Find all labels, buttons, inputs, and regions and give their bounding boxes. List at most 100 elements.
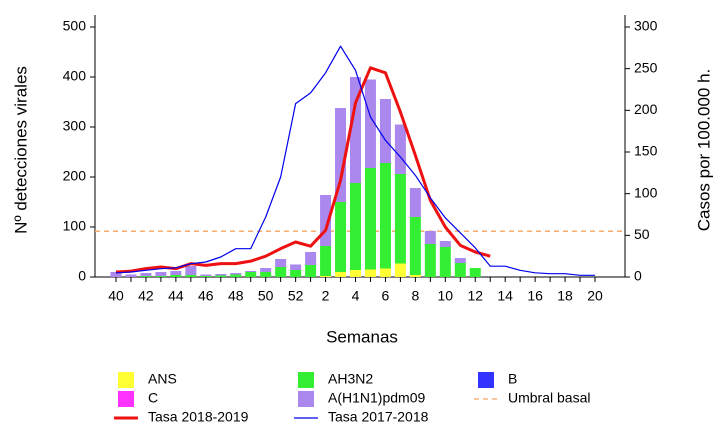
- bar-segment: [185, 275, 197, 277]
- y2-axis-title: Casos por 100.000 h.: [694, 69, 713, 232]
- bar-segment: [140, 273, 152, 276]
- x-tick-label: 46: [198, 288, 214, 304]
- x-tick-label: 42: [138, 288, 154, 304]
- y2-tick-label: 0: [634, 268, 642, 284]
- legend-label: AH3N2: [328, 371, 373, 387]
- legend-swatch: [298, 391, 314, 407]
- legend-label: Tasa 2017-2018: [328, 409, 429, 425]
- legend-label: Tasa 2018-2019: [148, 409, 249, 425]
- bar-segment: [320, 246, 332, 276]
- legend-label: A(H1N1)pdm09: [328, 390, 425, 406]
- bar-segment: [335, 272, 347, 277]
- bar-segment: [215, 274, 227, 276]
- legend-swatch: [298, 372, 314, 388]
- bar-segment: [155, 276, 167, 277]
- x-tick-label: 16: [527, 288, 543, 304]
- x-tick-label: 48: [228, 288, 244, 304]
- bar-segment: [185, 266, 197, 275]
- bar-segment: [379, 268, 391, 277]
- legend-label: Umbral basal: [508, 390, 590, 406]
- x-tick-label: 40: [108, 288, 124, 304]
- bar-segment: [350, 270, 361, 277]
- bar-segment: [394, 263, 406, 277]
- legend-label: B: [508, 371, 517, 387]
- bar-segment: [409, 217, 421, 275]
- y-tick-label: 0: [78, 268, 86, 284]
- x-tick-label: 10: [438, 288, 454, 304]
- x-tick-label: 14: [497, 288, 513, 304]
- x-tick-label: 50: [258, 288, 274, 304]
- y2-tick-label: 300: [634, 18, 658, 34]
- bar-segment: [379, 99, 391, 163]
- x-tick-label: 4: [352, 288, 360, 304]
- y-tick-label: 400: [63, 68, 87, 84]
- bar-segment: [290, 264, 302, 270]
- x-tick-label: 52: [288, 288, 304, 304]
- x-tick-label: 8: [411, 288, 419, 304]
- bar-segment: [170, 271, 182, 275]
- bar-segment: [230, 273, 242, 275]
- y-tick-label: 500: [63, 18, 87, 34]
- bar-segment: [245, 271, 257, 272]
- bar-segment: [200, 274, 212, 276]
- bar-segment: [454, 258, 466, 263]
- x-axis-title: Semanas: [326, 327, 398, 346]
- bar-segment: [275, 267, 287, 277]
- bar-segment: [409, 275, 421, 277]
- y2-tick-label: 200: [634, 101, 658, 117]
- bar-segment: [320, 195, 332, 246]
- bar-segment: [110, 272, 122, 277]
- bar-segment: [215, 275, 227, 277]
- bar-segment: [155, 272, 167, 276]
- bar-segment: [275, 259, 287, 267]
- bar-segment: [424, 244, 436, 277]
- x-tick-label: 18: [557, 288, 573, 304]
- bar-segment: [439, 241, 451, 247]
- bar-segment: [350, 77, 361, 183]
- bar-segment: [125, 274, 137, 277]
- bar-segment: [469, 268, 481, 277]
- bar-segment: [424, 231, 436, 244]
- bar-segment: [350, 183, 361, 270]
- x-tick-label: 20: [587, 288, 603, 304]
- bar-segment: [364, 79, 376, 168]
- bar-segment: [320, 276, 332, 277]
- bar-segment: [394, 174, 406, 264]
- legend-label: C: [148, 390, 158, 406]
- bar-segment: [200, 276, 212, 277]
- rate-line: [115, 45, 595, 276]
- legend-label: ANS: [148, 371, 177, 387]
- bar-segment: [409, 188, 421, 217]
- legend-swatch: [118, 372, 134, 388]
- x-tick-label: 12: [467, 288, 483, 304]
- x-tick-label: 44: [168, 288, 184, 304]
- bar-segment: [394, 124, 406, 174]
- legend-swatch: [478, 372, 494, 388]
- bar-segment: [140, 276, 152, 277]
- y-tick-label: 100: [63, 218, 87, 234]
- y2-tick-label: 100: [634, 184, 658, 200]
- y-tick-label: 300: [63, 118, 87, 134]
- y2-tick-label: 250: [634, 59, 658, 75]
- bar-segment: [335, 108, 347, 202]
- x-tick-label: 2: [322, 288, 330, 304]
- rate-line: [115, 66, 491, 274]
- bar-segment: [305, 265, 317, 277]
- bar-segment: [379, 163, 391, 269]
- bar-segment: [290, 270, 302, 277]
- bar-segment: [170, 275, 182, 277]
- y2-tick-label: 150: [634, 143, 658, 159]
- bar-segment: [439, 247, 451, 277]
- bar-segment: [260, 268, 272, 272]
- y2-tick-label: 50: [634, 226, 650, 242]
- y-tick-label: 200: [63, 168, 87, 184]
- bar-segment: [230, 274, 242, 277]
- bar-segment: [260, 272, 272, 277]
- bar-segment: [335, 202, 347, 272]
- bar-segment: [364, 269, 376, 277]
- bar-segment: [364, 168, 376, 270]
- legend-swatch: [118, 391, 134, 407]
- y-axis-title: Nº detecciones virales: [11, 66, 30, 234]
- bar-segment: [454, 263, 466, 277]
